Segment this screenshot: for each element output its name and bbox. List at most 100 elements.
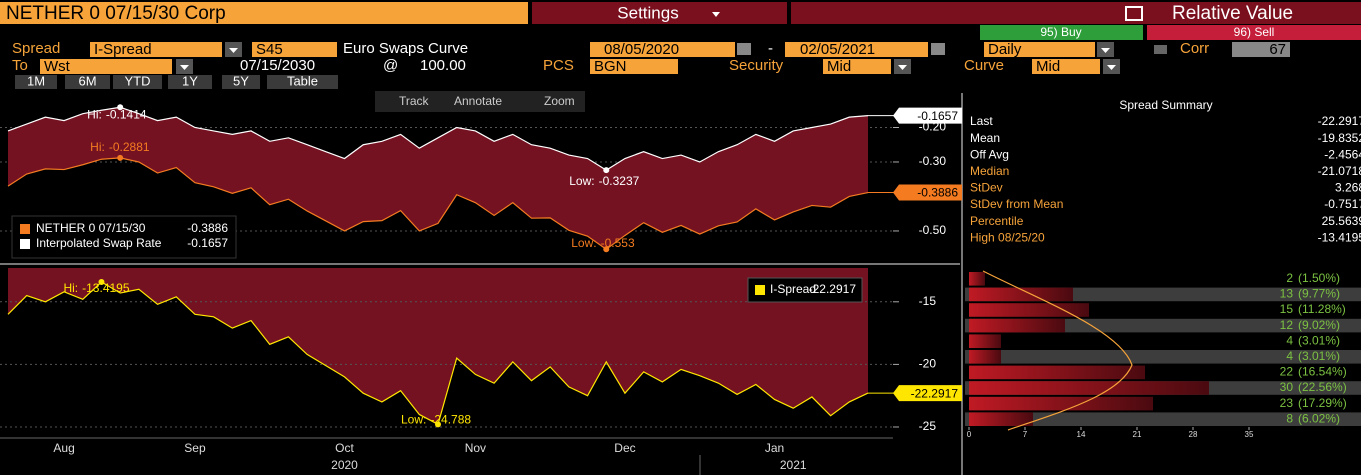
annotation: Low: -24.788 bbox=[401, 413, 471, 427]
price: 100.00 bbox=[420, 57, 466, 74]
buy: 95) Buy bbox=[1040, 25, 1081, 39]
summary-label: Off Avg bbox=[970, 147, 1009, 161]
x-tick-label: Dec bbox=[614, 441, 635, 455]
pcs-field[interactable] bbox=[590, 59, 678, 74]
annotation-label: Hi: bbox=[90, 140, 105, 154]
y-tick-label: -0.50 bbox=[919, 223, 947, 237]
date-dash: - bbox=[768, 40, 773, 57]
curve-side-field[interactable] bbox=[1032, 59, 1100, 74]
dropdown-arrow bbox=[1101, 48, 1110, 53]
annotation: Low: -0.553 bbox=[571, 236, 635, 250]
y-tick-label: -0.30 bbox=[919, 154, 947, 168]
spread: I-Spread bbox=[94, 41, 152, 58]
period: Daily bbox=[988, 41, 1022, 58]
bar-count: 23 bbox=[1280, 396, 1294, 410]
x-tick-label: Oct bbox=[335, 441, 354, 455]
annotation-dot bbox=[603, 246, 610, 253]
chart-toolbar bbox=[375, 91, 585, 112]
range-button[interactable] bbox=[15, 75, 57, 89]
bar-percent: (16.54%) bbox=[1298, 365, 1347, 379]
annotation-value: -0.553 bbox=[601, 236, 635, 250]
curve-id-field[interactable] bbox=[252, 42, 337, 57]
chart-tool[interactable]: Track bbox=[399, 94, 430, 108]
bar-percent: (11.28%) bbox=[1298, 302, 1346, 316]
legend-swatch bbox=[755, 285, 765, 295]
bar bbox=[969, 365, 1145, 380]
curve-id: S45 bbox=[256, 41, 283, 58]
summary-label: Last bbox=[970, 114, 993, 128]
summary-table: Last -22.2917 Mean -19.8352 Off Avg -2.4564 Me… bbox=[970, 114, 1361, 244]
chart-tools: Track Annotate Zoom bbox=[399, 94, 575, 108]
summary-value: -21.0718 bbox=[1318, 164, 1361, 178]
popout-icon[interactable] bbox=[1125, 6, 1143, 21]
summary-label: Median bbox=[970, 164, 1009, 178]
annotation-value: -0.2881 bbox=[109, 140, 150, 154]
legend-value: -0.3886 bbox=[187, 221, 228, 235]
x-tick-label: 14 bbox=[1077, 430, 1086, 439]
legend-name: I-Spread bbox=[770, 282, 816, 296]
range-button[interactable] bbox=[267, 75, 338, 89]
bar bbox=[969, 287, 1073, 302]
bar bbox=[969, 412, 1033, 426]
legend-box bbox=[747, 277, 863, 303]
buy-button[interactable] bbox=[980, 25, 1143, 40]
period-field[interactable] bbox=[984, 42, 1095, 57]
annotation-dot bbox=[98, 279, 105, 286]
bar-percent: (17.29%) bbox=[1298, 396, 1347, 410]
summary-value: 3.268 bbox=[1335, 181, 1361, 195]
chart-tool[interactable]: Zoom bbox=[544, 94, 575, 108]
area-between bbox=[8, 107, 868, 250]
annotation-dot bbox=[117, 154, 124, 161]
range-button[interactable] bbox=[113, 75, 162, 89]
corr-field[interactable] bbox=[1232, 42, 1290, 57]
last-value-badge bbox=[893, 184, 962, 201]
spread-field[interactable] bbox=[90, 42, 222, 57]
range-button[interactable] bbox=[168, 75, 212, 89]
bar bbox=[969, 272, 985, 286]
annotation-value: -24.788 bbox=[430, 413, 471, 427]
bar bbox=[969, 303, 1089, 317]
annotation-value: -0.1414 bbox=[106, 107, 147, 121]
bar-count: 8 bbox=[1286, 411, 1293, 425]
last-value: -0.3886 bbox=[917, 186, 958, 200]
chart-tool[interactable]: Annotate bbox=[454, 94, 502, 108]
security-side-field[interactable] bbox=[823, 59, 891, 74]
bar-count: 12 bbox=[1280, 318, 1294, 332]
corr-label: Corr bbox=[1180, 40, 1209, 57]
bar-count: 4 bbox=[1286, 349, 1293, 363]
security: NETHER 0 07/15/30 Corp bbox=[6, 3, 226, 24]
summary-title: Spread Summary bbox=[1119, 98, 1212, 112]
series-line bbox=[7, 157, 869, 250]
y-tick-label: -20 bbox=[919, 357, 937, 371]
range-button[interactable] bbox=[65, 75, 110, 89]
dropdown-arrow bbox=[898, 65, 907, 70]
summary-value: -0.7517 bbox=[1324, 197, 1361, 211]
end-field[interactable] bbox=[785, 42, 928, 57]
area-fill bbox=[8, 268, 868, 425]
series-line bbox=[7, 106, 869, 171]
summary-value: -19.8352 bbox=[1318, 131, 1361, 145]
annotation-label: Hi: bbox=[87, 107, 102, 121]
calendar-icon[interactable] bbox=[931, 43, 945, 55]
x-tick-label: Aug bbox=[53, 441, 74, 455]
bar-count: 2 bbox=[1286, 271, 1293, 285]
legend-name: NETHER 0 07/15/30 bbox=[36, 221, 146, 235]
summary-label: StDev bbox=[970, 181, 1003, 195]
range-button[interactable] bbox=[222, 75, 260, 89]
last-value: -22.2917 bbox=[911, 386, 959, 400]
legend-box bbox=[11, 215, 237, 259]
dropdown-arrow bbox=[1107, 65, 1116, 70]
bar-count: 4 bbox=[1286, 333, 1293, 347]
range-label: Table bbox=[287, 73, 318, 88]
bar-percent: (9.77%) bbox=[1298, 287, 1340, 301]
x-tick-label: Nov bbox=[465, 441, 486, 455]
sell-button[interactable] bbox=[1147, 25, 1361, 40]
settings-button[interactable] bbox=[532, 2, 787, 24]
start-field[interactable] bbox=[590, 42, 735, 57]
bar bbox=[969, 381, 1209, 395]
security-field[interactable] bbox=[0, 2, 528, 24]
calendar-icon[interactable] bbox=[737, 43, 751, 55]
checkbox[interactable] bbox=[1154, 45, 1167, 54]
to-field[interactable] bbox=[40, 59, 172, 74]
